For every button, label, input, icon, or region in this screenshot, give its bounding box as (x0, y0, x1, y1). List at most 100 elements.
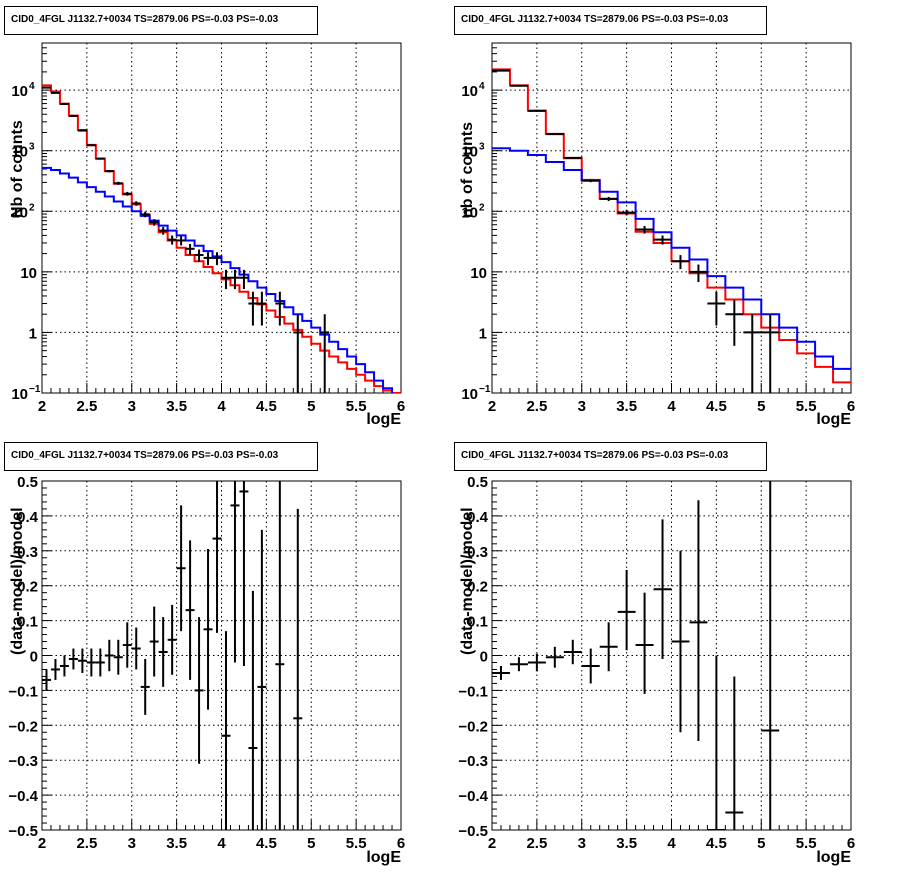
data-point (203, 252, 213, 266)
data-point (275, 481, 285, 830)
data-point (275, 291, 285, 326)
plot-area (42, 84, 401, 393)
x-tick-label: 4 (667, 398, 676, 415)
y-tick-label: 10 (11, 144, 28, 161)
y-tick-label: −0.1 (458, 683, 488, 700)
x-tick-label: 2.5 (526, 835, 547, 852)
y-tick-label: 0.2 (467, 579, 488, 596)
grid-lines (42, 43, 401, 393)
y-tick-label-exponent: 2 (29, 202, 35, 213)
chart-panel-top-right: CID0_4FGL J1132.7+0034 TS=2879.06 PS=-0.… (454, 6, 855, 428)
data-point (293, 508, 303, 830)
x-axis: 2 2.5 3 3.5 4 4.5 5 5.5 6 (38, 820, 405, 852)
y-tick-label: 0.3 (17, 544, 38, 561)
data-point (293, 314, 303, 393)
x-tick-label: 4.5 (256, 398, 277, 415)
data-point (653, 519, 672, 659)
y-axis: −0.5 −0.4 −0.3 −0.2 −0.1 0 0.1 0.2 0.3 0.4 0.5 (8, 474, 52, 840)
chart-title: CID0_4FGL J1132.7+0034 TS=2879.06 PS=-0.… (461, 450, 729, 461)
y-tick-label: −0.1 (8, 683, 38, 700)
y-tick-label: −0.5 (8, 823, 38, 840)
grid-lines (492, 481, 851, 830)
data-point (167, 604, 177, 675)
x-tick-label: 4.5 (706, 398, 727, 415)
model-total-histogram (42, 84, 401, 393)
plot-area (42, 481, 303, 830)
plot-frame (491, 480, 852, 831)
y-tick-label: −0.3 (458, 753, 488, 770)
data-point (131, 627, 141, 670)
data-point (230, 481, 240, 663)
plot-frame (41, 480, 402, 831)
data-point (239, 481, 249, 666)
y-tick-label: 0.1 (17, 614, 38, 631)
y-tick-label: −0.3 (8, 753, 38, 770)
data-point (131, 201, 141, 206)
data-point (68, 114, 78, 117)
data-point (689, 264, 708, 282)
data-point (671, 255, 690, 270)
data-point (42, 86, 51, 89)
x-tick-label: 3 (578, 398, 586, 415)
chart-title-box (4, 442, 318, 471)
plot-area (492, 481, 780, 830)
chart-panel-bottom-right: CID0_4FGL J1132.7+0034 TS=2879.06 PS=-0.… (454, 442, 855, 866)
x-tick-label: 3.5 (616, 398, 637, 415)
data-point (167, 235, 177, 245)
chart-title-box (454, 6, 767, 35)
y-tick-label: 10 (11, 386, 28, 403)
data-point (617, 210, 636, 216)
x-tick-label: 4.5 (256, 835, 277, 852)
data-point (707, 291, 726, 326)
data-point (320, 314, 330, 393)
x-axis: 2 2.5 3 3.5 4 4.5 5 5.5 6 (38, 383, 405, 415)
data-point (599, 196, 618, 202)
data-point (581, 179, 600, 183)
data-point (545, 646, 564, 668)
y-tick-label: 0 (30, 649, 38, 666)
x-tick-label: 5 (757, 835, 765, 852)
y-tick-label-exponent: 3 (479, 142, 485, 153)
y-axis-title: nb of counts (459, 122, 476, 218)
x-tick-label: 5.5 (346, 398, 367, 415)
plot-area (492, 68, 851, 393)
x-tick-label: 3.5 (166, 398, 187, 415)
y-tick-label: 0.5 (467, 474, 488, 491)
chart-title: CID0_4FGL J1132.7+0034 TS=2879.06 PS=-0.… (11, 450, 279, 461)
y-tick-label: 10 (461, 204, 478, 221)
x-tick-label: 5 (307, 835, 315, 852)
x-tick-label: 2 (38, 835, 46, 852)
y-tick-label: 0.4 (17, 509, 39, 526)
y-tick-label: 10 (470, 265, 487, 282)
x-tick-label: 5.5 (796, 835, 817, 852)
data-point (527, 109, 546, 112)
y-tick-label: 0.5 (17, 474, 38, 491)
y-tick-label-exponent: 4 (479, 81, 485, 92)
x-tick-label: 4 (217, 835, 226, 852)
y-tick-label-exponent: 2 (479, 202, 485, 213)
data-point (113, 639, 123, 675)
y-tick-label: 0.1 (467, 614, 488, 631)
data-point (761, 314, 780, 393)
data-point (42, 669, 51, 691)
y-tick-label: −0.2 (8, 718, 38, 735)
x-tick-label: 4 (667, 835, 676, 852)
data-point (113, 181, 123, 185)
data-point (194, 617, 204, 764)
y-tick-label: 10 (11, 204, 28, 221)
x-tick-label: 3 (578, 835, 586, 852)
data-point (635, 592, 654, 694)
x-tick-label: 3 (128, 835, 136, 852)
data-point (563, 156, 582, 159)
data-point (212, 481, 222, 633)
data-point (599, 622, 618, 672)
data-point (140, 211, 150, 218)
x-axis-title: logE (366, 411, 401, 428)
chart-title: CID0_4FGL J1132.7+0034 TS=2879.06 PS=-0.… (461, 14, 729, 25)
chart-title-box (454, 442, 767, 471)
y-tick-label-exponent: −1 (479, 384, 491, 395)
data-point (203, 549, 213, 710)
data-point (653, 235, 672, 245)
x-axis-title: logE (816, 849, 851, 866)
x-tick-label: 5 (757, 398, 765, 415)
